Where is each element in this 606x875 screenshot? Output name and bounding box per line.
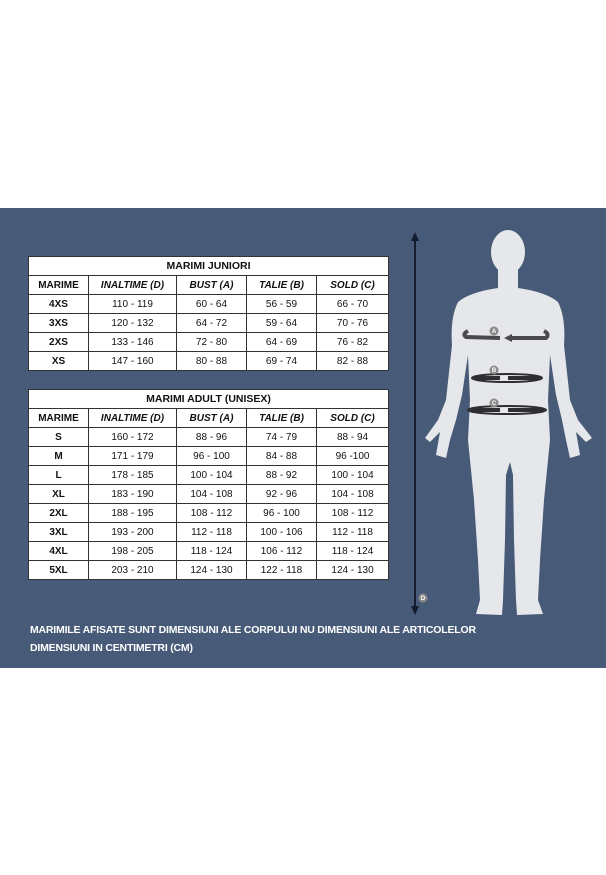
- marker-b: B: [492, 368, 497, 374]
- table-row: 3XL 193 - 200 112 - 118 100 - 106 112 - 118: [28, 522, 390, 542]
- marker-d: D: [421, 596, 426, 602]
- waist-arrow-icon: [471, 373, 543, 383]
- height-arrow-icon: [411, 232, 419, 615]
- marker-c: C: [492, 401, 497, 407]
- table-row: XS 147 - 160 80 - 88 69 - 74 82 - 88: [28, 351, 389, 371]
- units-note: DIMENSIUNI IN CENTIMETRI (CM): [30, 642, 193, 654]
- measurement-cell: 203 - 210: [88, 560, 177, 580]
- marker-a: A: [492, 329, 497, 335]
- measurement-cell: 122 - 118: [246, 560, 317, 580]
- table-row: 2XS 133 - 146 72 - 80 64 - 69 76 - 82: [28, 332, 389, 352]
- table-row: 5XL 203 - 210 124 - 130 122 - 118 124 - 130: [28, 560, 390, 580]
- measurement-cell: 82 - 88: [316, 351, 389, 371]
- hip-arrow-icon: [467, 405, 547, 415]
- table-row: L 178 - 185 100 - 104 88 - 92 100 - 104: [28, 465, 390, 485]
- measurement-cell: 147 - 160: [88, 351, 177, 371]
- junior-header-row: MARIME INALTIME (D) BUST (A) TALIE (B) SOLD …: [28, 275, 389, 295]
- bust-arrow-icon: [462, 329, 550, 342]
- adult-size-table: MARIMI ADULT (UNISEX) MARIME INALTIME (D)…: [27, 389, 390, 580]
- table-row: 2XL 188 - 195 108 - 112 96 - 100 108 - 112: [28, 503, 390, 523]
- measurement-cell: 124 - 130: [315, 560, 390, 580]
- adult-header-row: MARIME INALTIME (D) BUST (A) TALIE (B) SOLD …: [28, 408, 390, 428]
- disclaimer-note: MARIMILE AFISATE SUNT DIMENSIUNI ALE COR…: [30, 624, 476, 636]
- junior-size-table: MARIMI JUNIORI MARIME INALTIME (D) BUST (A…: [28, 256, 389, 371]
- table-row: 4XS 110 - 119 60 - 64 56 - 59 66 - 70: [28, 294, 389, 314]
- human-silhouette: [425, 230, 592, 615]
- table-row: M 171 - 179 96 - 100 84 - 88 96 -100: [28, 446, 390, 466]
